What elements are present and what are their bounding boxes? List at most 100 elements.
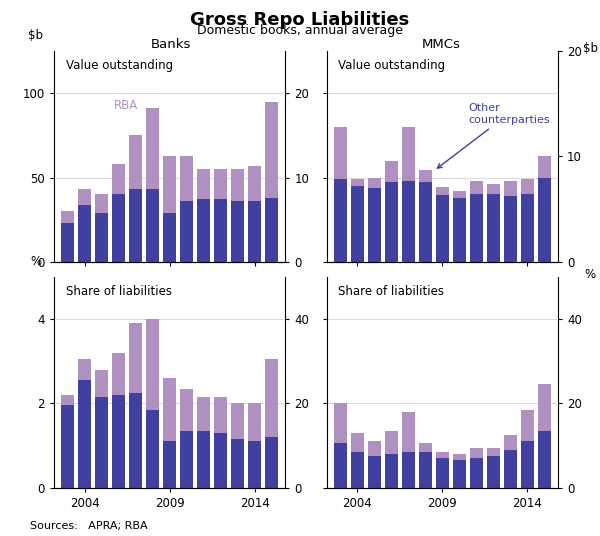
Bar (538, 177, 551, 262)
Bar (538, 431, 551, 488)
Bar (129, 189, 142, 262)
Bar (402, 412, 415, 452)
Bar (197, 397, 210, 431)
Bar (78, 359, 91, 380)
Bar (504, 196, 517, 262)
Text: Domestic books, annual average: Domestic books, annual average (197, 24, 403, 37)
Bar (78, 189, 91, 205)
Bar (453, 191, 466, 198)
Text: MMCs: MMCs (422, 38, 460, 50)
Bar (129, 323, 142, 393)
Bar (248, 166, 261, 201)
Text: Banks: Banks (151, 38, 191, 50)
Bar (248, 441, 261, 488)
Bar (436, 452, 449, 458)
Bar (453, 460, 466, 488)
Bar (521, 195, 534, 262)
Y-axis label: %: % (30, 255, 41, 269)
Bar (334, 443, 347, 488)
Bar (61, 211, 74, 223)
Text: Value outstanding: Value outstanding (65, 59, 173, 72)
Bar (163, 213, 176, 262)
Bar (214, 433, 227, 488)
Bar (146, 410, 159, 488)
Bar (95, 213, 108, 262)
Bar (214, 199, 227, 262)
Bar (436, 458, 449, 488)
Bar (214, 397, 227, 433)
Bar (163, 441, 176, 488)
Bar (351, 452, 364, 488)
Bar (197, 431, 210, 488)
Bar (453, 198, 466, 262)
Bar (163, 378, 176, 441)
Bar (368, 456, 381, 488)
Bar (78, 205, 91, 262)
Bar (112, 395, 125, 488)
Bar (78, 380, 91, 488)
Bar (95, 397, 108, 488)
Bar (265, 437, 278, 488)
Bar (368, 441, 381, 456)
Text: Sources:   APRA; RBA: Sources: APRA; RBA (30, 520, 148, 531)
Y-axis label: %: % (585, 269, 596, 281)
Bar (146, 189, 159, 262)
Bar (265, 198, 278, 262)
Bar (231, 169, 244, 201)
Bar (385, 182, 398, 262)
Bar (385, 161, 398, 182)
Bar (538, 384, 551, 431)
Y-axis label: $b: $b (583, 42, 598, 56)
Bar (368, 177, 381, 188)
Bar (180, 431, 193, 488)
Bar (61, 223, 74, 262)
Bar (521, 410, 534, 441)
Bar (351, 179, 364, 186)
Bar (197, 169, 210, 199)
Bar (419, 170, 432, 182)
Bar (419, 443, 432, 452)
Bar (521, 179, 534, 195)
Bar (504, 435, 517, 450)
Bar (470, 181, 483, 195)
Bar (402, 127, 415, 181)
Bar (129, 135, 142, 189)
Bar (453, 454, 466, 460)
Bar (146, 108, 159, 189)
Bar (351, 186, 364, 262)
Bar (419, 182, 432, 262)
Bar (470, 448, 483, 458)
Bar (521, 441, 534, 488)
Bar (538, 155, 551, 177)
Bar (197, 199, 210, 262)
Bar (504, 181, 517, 196)
Bar (231, 439, 244, 488)
Bar (61, 405, 74, 488)
Bar (385, 431, 398, 454)
Bar (112, 353, 125, 395)
Bar (248, 404, 261, 441)
Bar (163, 155, 176, 213)
Bar (385, 454, 398, 488)
Bar (129, 393, 142, 488)
Bar (95, 370, 108, 397)
Bar (180, 155, 193, 201)
Bar (487, 448, 500, 456)
Bar (231, 201, 244, 262)
Text: RBA: RBA (114, 100, 139, 113)
Bar (180, 201, 193, 262)
Bar (487, 195, 500, 262)
Bar (248, 201, 261, 262)
Bar (231, 404, 244, 439)
Bar (470, 458, 483, 488)
Bar (214, 169, 227, 199)
Bar (504, 450, 517, 488)
Bar (402, 452, 415, 488)
Bar (265, 101, 278, 198)
Bar (95, 195, 108, 213)
Bar (470, 195, 483, 262)
Bar (334, 404, 347, 443)
Text: Other
counterparties: Other counterparties (437, 103, 550, 168)
Text: Gross Repo Liabilities: Gross Repo Liabilities (190, 11, 410, 29)
Bar (419, 452, 432, 488)
